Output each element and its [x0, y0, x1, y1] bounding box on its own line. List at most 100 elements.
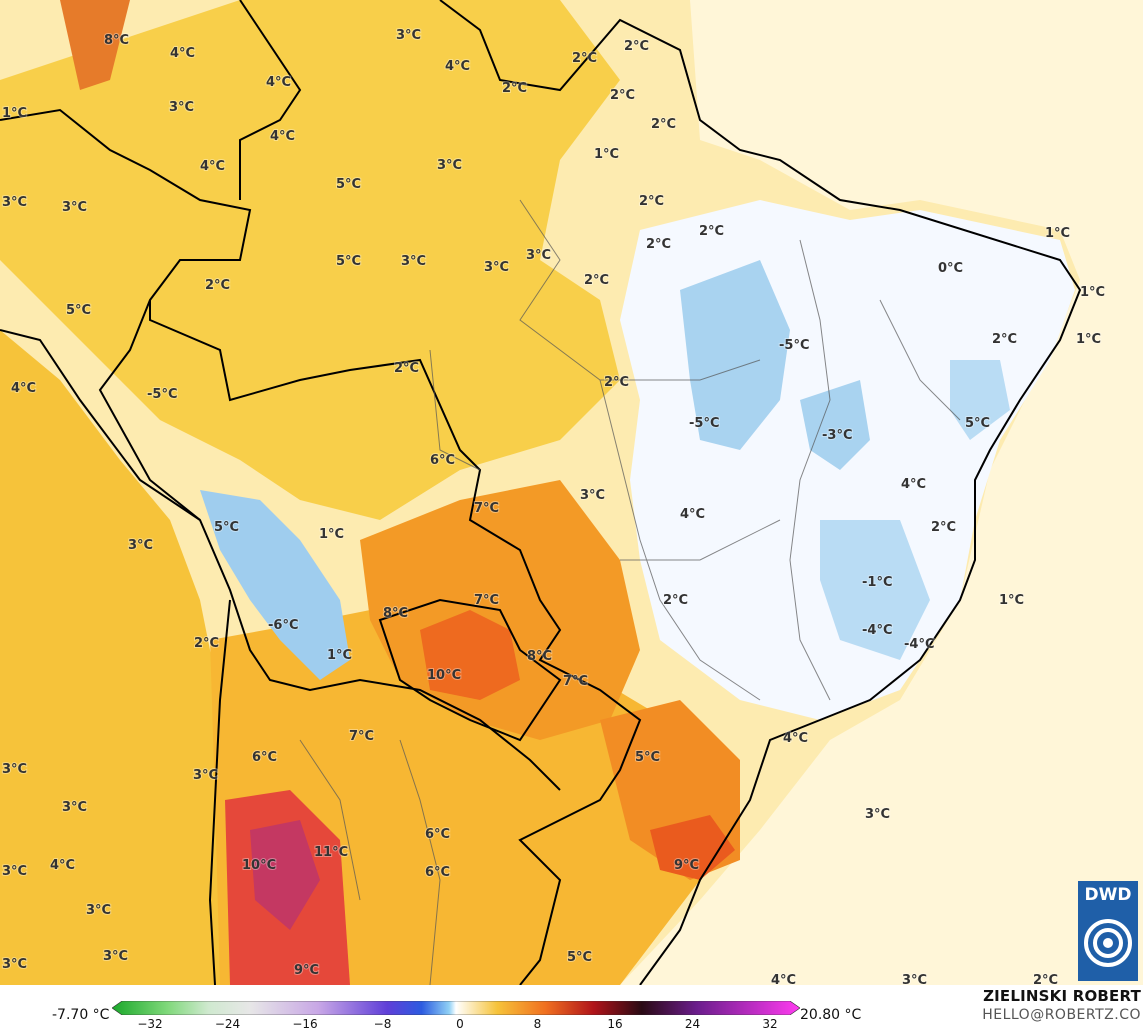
- temperature-label: 4°C: [11, 381, 36, 396]
- temperature-label: 0°C: [938, 261, 963, 276]
- temperature-label: 3°C: [865, 807, 890, 822]
- temperature-label: 10°C: [427, 668, 461, 683]
- temperature-label: 2°C: [639, 194, 664, 209]
- temperature-map: 8°C 4°C 3°C 4°C 3°C 4°C 4°C 2°C 2°C 1°C 2°C 2°C 1°C 3…: [0, 0, 1143, 985]
- legend-tick-label: 8: [533, 1017, 542, 1031]
- temperature-label: 2°C: [394, 361, 419, 376]
- hot-spot-south: [650, 815, 735, 880]
- author-credit: ZIELINSKI ROBERT: [983, 987, 1141, 1005]
- hot-spot-paraguay: [420, 610, 520, 700]
- temperature-label: 4°C: [901, 477, 926, 492]
- temperature-label: 4°C: [50, 858, 75, 873]
- temperature-label: 3°C: [193, 768, 218, 783]
- temperature-label: 3°C: [2, 762, 27, 777]
- temperature-label: 3°C: [437, 158, 462, 173]
- temperature-label: 2°C: [205, 278, 230, 293]
- temperature-label: 4°C: [266, 75, 291, 90]
- temperature-label: 7°C: [563, 674, 588, 689]
- temperature-label: 3°C: [103, 949, 128, 964]
- temperature-label: 3°C: [902, 973, 927, 985]
- temperature-label: 3°C: [396, 28, 421, 43]
- temperature-label: 7°C: [349, 729, 374, 744]
- temperature-label: 3°C: [62, 200, 87, 215]
- legend-min-value: -7.70 °C: [52, 1007, 110, 1023]
- temperature-label: -5°C: [147, 387, 177, 402]
- temperature-label: 1°C: [1076, 332, 1101, 347]
- temperature-label: 1°C: [327, 648, 352, 663]
- temperature-label: 4°C: [771, 973, 796, 985]
- temperature-label: 1°C: [1045, 226, 1070, 241]
- temperature-label: 2°C: [604, 375, 629, 390]
- temperature-label: 1°C: [594, 147, 619, 162]
- legend-footer: -7.70 °C −32 −24 −16 −8 0 8 16 24 32: [0, 985, 1143, 1035]
- temperature-label: 9°C: [294, 963, 319, 978]
- temperature-label: -6°C: [268, 618, 298, 633]
- ocean-east: [620, 0, 1143, 985]
- state-borders: [299, 199, 961, 985]
- temperature-label: 4°C: [200, 159, 225, 174]
- legend-tick-label: −16: [292, 1017, 318, 1031]
- legend-tick-label: −32: [137, 1017, 163, 1031]
- temperature-label: 1°C: [1080, 285, 1105, 300]
- cold-pocket-2: [800, 380, 870, 470]
- temperature-label: -3°C: [822, 428, 852, 443]
- temperature-label: 4°C: [680, 507, 705, 522]
- temperature-label: 3°C: [2, 195, 27, 210]
- temperature-label: 8°C: [104, 33, 129, 48]
- temperature-label: 3°C: [2, 957, 27, 972]
- color-scale-bar: [112, 1001, 800, 1015]
- temperature-label: 1°C: [2, 106, 27, 121]
- legend-tick-label: 32: [762, 1017, 778, 1031]
- legend-tick-label: 16: [607, 1017, 623, 1031]
- cold-pocket-4: [820, 520, 930, 660]
- temperature-label: 2°C: [699, 224, 724, 239]
- temperature-label: 5°C: [336, 177, 361, 192]
- temperature-label: -5°C: [779, 338, 809, 353]
- temperature-label: 5°C: [336, 254, 361, 269]
- temperature-label: 5°C: [214, 520, 239, 535]
- temperature-label: 6°C: [430, 453, 455, 468]
- legend-tick-label: 24: [684, 1017, 701, 1031]
- temperature-label: 3°C: [169, 100, 194, 115]
- hot-spot-argentina-core: [250, 820, 320, 930]
- legend-tick-label: 0: [456, 1017, 464, 1031]
- temperature-label: 3°C: [580, 488, 605, 503]
- temperature-label: 4°C: [783, 731, 808, 746]
- temperature-label: 4°C: [270, 129, 295, 144]
- temperature-label: 7°C: [474, 593, 499, 608]
- legend-tick-label: −24: [214, 1017, 241, 1031]
- temperature-label: 6°C: [425, 827, 450, 842]
- cold-pocket-1: [680, 260, 790, 450]
- temperature-label: 3°C: [484, 260, 509, 275]
- temperature-label: 5°C: [965, 416, 990, 431]
- temperature-label: 5°C: [567, 950, 592, 965]
- temperature-label: 4°C: [445, 59, 470, 74]
- land-north-yellow: [0, 0, 620, 520]
- legend-max-value: 20.80 °C: [800, 1007, 862, 1023]
- temperature-label: 3°C: [2, 864, 27, 879]
- temperature-label: 2°C: [584, 273, 609, 288]
- pacific-yellow: [0, 330, 220, 985]
- temperature-label: 5°C: [66, 303, 91, 318]
- temperature-label: 9°C: [674, 858, 699, 873]
- dwd-logo-text: DWD: [1084, 885, 1132, 905]
- country-borders: [0, 0, 1082, 985]
- legend-tick-label: −8: [373, 1017, 392, 1031]
- cold-andes: [200, 490, 350, 680]
- temperature-label: 3°C: [401, 254, 426, 269]
- temperature-label: 2°C: [610, 88, 635, 103]
- temperature-label: 2°C: [663, 593, 688, 608]
- temperature-label: 3°C: [526, 248, 551, 263]
- temperature-label: 2°C: [992, 332, 1017, 347]
- temperature-label: 2°C: [931, 520, 956, 535]
- temperature-label: -4°C: [862, 623, 892, 638]
- temperature-label: 2°C: [572, 51, 597, 66]
- temperature-labels: 8°C 4°C 3°C 4°C 3°C 4°C 4°C 2°C 2°C 1°C 2°C 2°C 1°C 3…: [1, 27, 1106, 985]
- temperature-label: -1°C: [862, 575, 892, 590]
- author-email: HELLO@ROBERTZ.CO: [982, 1007, 1141, 1023]
- temperature-label: 11°C: [314, 845, 348, 860]
- temperature-label: 3°C: [86, 903, 111, 918]
- dwd-swirl-icon: [1084, 919, 1132, 967]
- dwd-logo: DWD: [1078, 881, 1138, 981]
- temperature-label: 8°C: [383, 606, 408, 621]
